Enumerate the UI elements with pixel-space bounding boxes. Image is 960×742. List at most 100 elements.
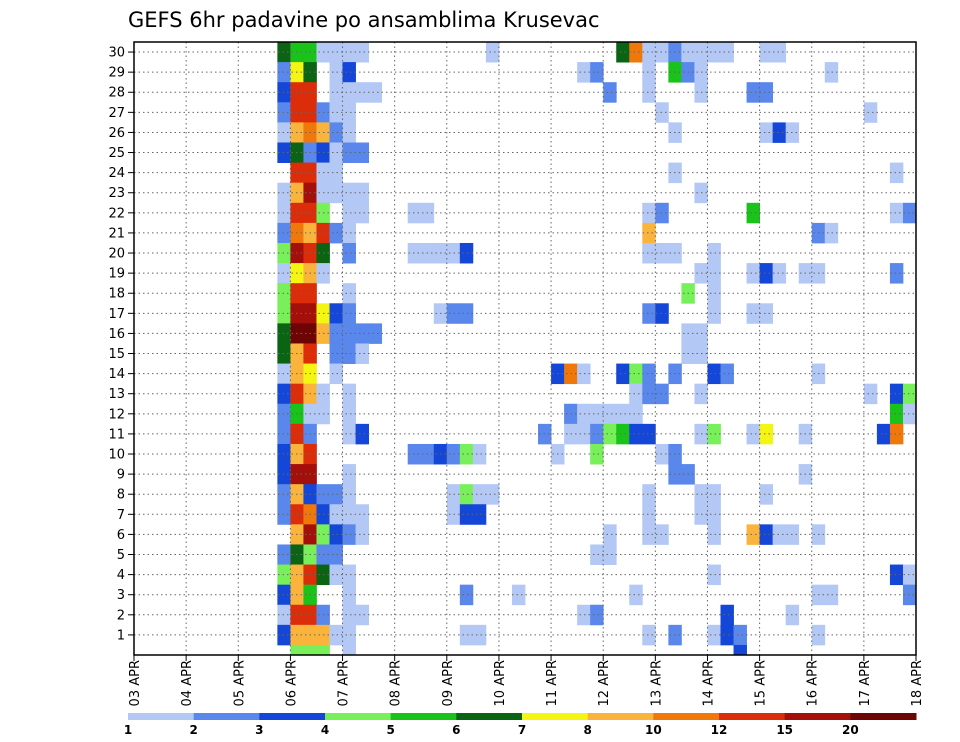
heatmap-cell [342,122,356,143]
x-tick-label: 09 APR [441,660,456,706]
y-tick-label: 9 [117,468,125,483]
heatmap-cell [459,303,474,324]
heatmap-cell [277,403,291,425]
x-tick-label: 08 APR [389,660,404,706]
heatmap-cell [629,403,643,425]
heatmap-cell [642,202,656,224]
y-tick-label: 22 [108,206,125,221]
heatmap-cell [277,604,291,626]
heatmap-cell [772,263,787,284]
heatmap-cell [342,42,356,63]
heatmap-cell [707,423,721,445]
heatmap-cell [642,222,656,244]
heatmap-cell [759,263,774,284]
heatmap-cell [277,564,291,586]
heatmap-cell [277,242,291,264]
heatmap-cell [277,142,291,163]
heatmap-cell [277,443,291,465]
heatmap-cell [485,42,500,63]
heatmap-cell [342,383,356,405]
heatmap-cell [342,182,356,204]
heatmap-cell [889,423,904,445]
heatmap-cell [746,202,760,224]
heatmap-cell [459,624,474,646]
heatmap-cell [590,544,604,565]
heatmap-cell [707,303,721,324]
heatmap-cell [759,42,774,63]
y-tick-label: 17 [108,307,125,322]
heatmap-cell [329,484,343,505]
heatmap-cell [329,303,343,324]
heatmap-cell [329,564,343,586]
heatmap-cell [603,423,617,445]
heatmap-cell [329,222,343,244]
y-tick-label: 21 [108,226,125,241]
heatmap-cell [277,222,291,244]
heatmap-cell [277,584,291,606]
heatmap-cell [472,484,487,505]
heatmap-cell [329,142,343,163]
heatmap-cell [277,82,291,103]
heatmap-cell [277,283,291,304]
x-tick-label: 07 APR [337,660,352,706]
heatmap-cell [889,162,904,184]
y-tick-label: 20 [108,247,125,262]
y-tick-label: 18 [108,287,125,302]
heatmap-cell [342,524,356,545]
heatmap-cell [629,363,643,385]
heatmap-cell [642,504,656,525]
heatmap-cell [720,42,734,63]
heatmap-cell [746,423,760,445]
plot-frame [133,41,917,656]
heatmap-cell [472,443,487,465]
heatmap-cell [746,524,760,545]
heatmap-cell [707,242,721,264]
heatmap-cell [889,263,904,284]
heatmap-cell [629,423,643,445]
heatmap-cell [342,102,356,123]
heatmap-cell [459,584,474,606]
heatmap-cell [655,303,669,324]
colorbar-swatch [587,713,654,720]
x-tick-label: 12 APR [597,660,612,706]
heatmap-cell [746,303,760,324]
heatmap-cell [616,42,630,63]
heatmap-cell [603,403,617,425]
heatmap-cell [277,544,291,565]
heatmap-cell [355,423,369,445]
y-tick-label: 5 [117,548,125,563]
heatmap-cell [472,624,487,646]
heatmap-cell [329,343,343,364]
heatmap-cell [707,504,721,525]
heatmap-cell [590,403,604,425]
colorbar-label: 15 [776,723,793,737]
heatmap-cell [577,604,591,626]
colorbar-swatch [456,713,523,720]
heatmap-cell [329,182,343,204]
heatmap-cell [329,624,343,646]
heatmap-cell [655,524,669,545]
heatmap-cell [577,62,591,83]
colorbar-swatch [784,713,851,720]
heatmap-cell [863,383,878,405]
heatmap-cell [355,82,369,103]
colorbar-label: 20 [842,723,859,737]
heatmap-cell [368,82,383,103]
heatmap-cell [277,464,291,485]
heatmap-cell [355,604,369,626]
colorbar-label: 1 [124,723,132,737]
chart-title: GEFS 6hr padavine po ansamblima Krusevac [128,8,600,32]
heatmap-cell [342,323,356,344]
heatmap-cell [459,443,474,465]
y-tick-label: 24 [108,166,125,181]
heatmap-cell [355,202,369,224]
heatmap-cell [889,564,904,586]
heatmap-cell [277,62,291,83]
heatmap-cell [746,82,760,103]
heatmap-cell [876,423,891,445]
heatmap-cell [355,142,369,163]
heatmap-cell [733,624,747,646]
heatmap-cell [277,423,291,445]
y-tick-label: 26 [108,126,125,141]
